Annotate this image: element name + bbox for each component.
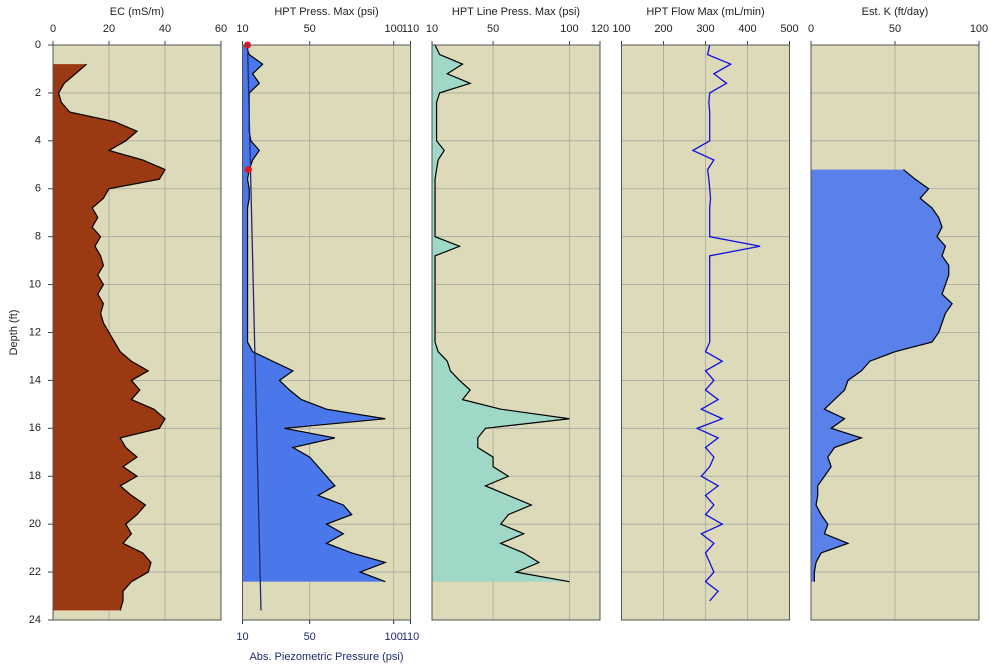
y-tick-label: 14 (29, 374, 41, 386)
x-tick-label: 100 (385, 23, 403, 35)
area-outline (434, 44, 570, 583)
panel-title: HPT Press. Max (psi) (274, 6, 378, 18)
y-axis-label: Depth (ft) (8, 310, 20, 356)
x-tick-label: 60 (215, 23, 227, 35)
y-tick-label: 6 (35, 183, 41, 195)
y-tick-label: 24 (29, 614, 41, 626)
panel-title: HPT Flow Max (mL/min) (646, 6, 764, 18)
y-tick-label: 20 (29, 518, 41, 530)
panel-border (242, 44, 411, 621)
x-tick-label: 0 (50, 23, 56, 35)
x-tick-label: 40 (159, 23, 171, 35)
area (432, 45, 570, 582)
area (53, 64, 165, 611)
y-tick-label: 2 (35, 87, 41, 99)
x-tick-label: 110 (402, 23, 420, 35)
y-tick-label: 16 (29, 422, 41, 434)
y-tick-label: 10 (29, 278, 41, 290)
x2-tick-label: 10 (236, 631, 248, 643)
panel-border (810, 44, 980, 621)
x-tick-label: 0 (808, 23, 814, 35)
y-tick-label: 4 (35, 135, 41, 147)
x-tick-label: 400 (738, 23, 756, 35)
marker (244, 166, 252, 174)
y-tick-label: 0 (35, 39, 41, 51)
x-tick-label: 100 (560, 23, 578, 35)
x2-tick-label: 110 (402, 631, 420, 643)
x-tick-label: 50 (304, 23, 316, 35)
x-tick-label: 50 (487, 23, 499, 35)
area-outline (57, 63, 166, 611)
area (242, 45, 386, 582)
panel-border (621, 44, 790, 621)
panel-border (431, 44, 601, 621)
line (246, 44, 262, 611)
x-tick-label: 100 (612, 23, 630, 35)
panel-border (52, 44, 222, 621)
line (691, 44, 761, 602)
x2-tick-label: 50 (304, 631, 316, 643)
y-tick-label: 22 (29, 566, 41, 578)
x-tick-label: 50 (889, 23, 901, 35)
area-outline (813, 169, 953, 582)
panel-title: EC (mS/m) (110, 6, 164, 18)
panel-title: Est. K (ft/day) (862, 6, 929, 18)
y-tick-label: 18 (29, 470, 41, 482)
x2-tick-label: 100 (385, 631, 403, 643)
x-tick-label: 100 (970, 23, 988, 35)
x-tick-label: 120 (591, 23, 609, 35)
x-tick-label: 20 (103, 23, 115, 35)
x-tick-label: 500 (780, 23, 798, 35)
x-tick-label: 10 (236, 23, 248, 35)
x2-axis-label: Abs. Piezometric Pressure (psi) (249, 651, 403, 663)
y-tick-label: 8 (35, 231, 41, 243)
x-tick-label: 300 (696, 23, 714, 35)
area (811, 169, 953, 582)
x-tick-label: 200 (654, 23, 672, 35)
x-tick-label: 10 (426, 23, 438, 35)
y-tick-label: 12 (29, 326, 41, 338)
panel-title: HPT Line Press. Max (psi) (452, 6, 580, 18)
